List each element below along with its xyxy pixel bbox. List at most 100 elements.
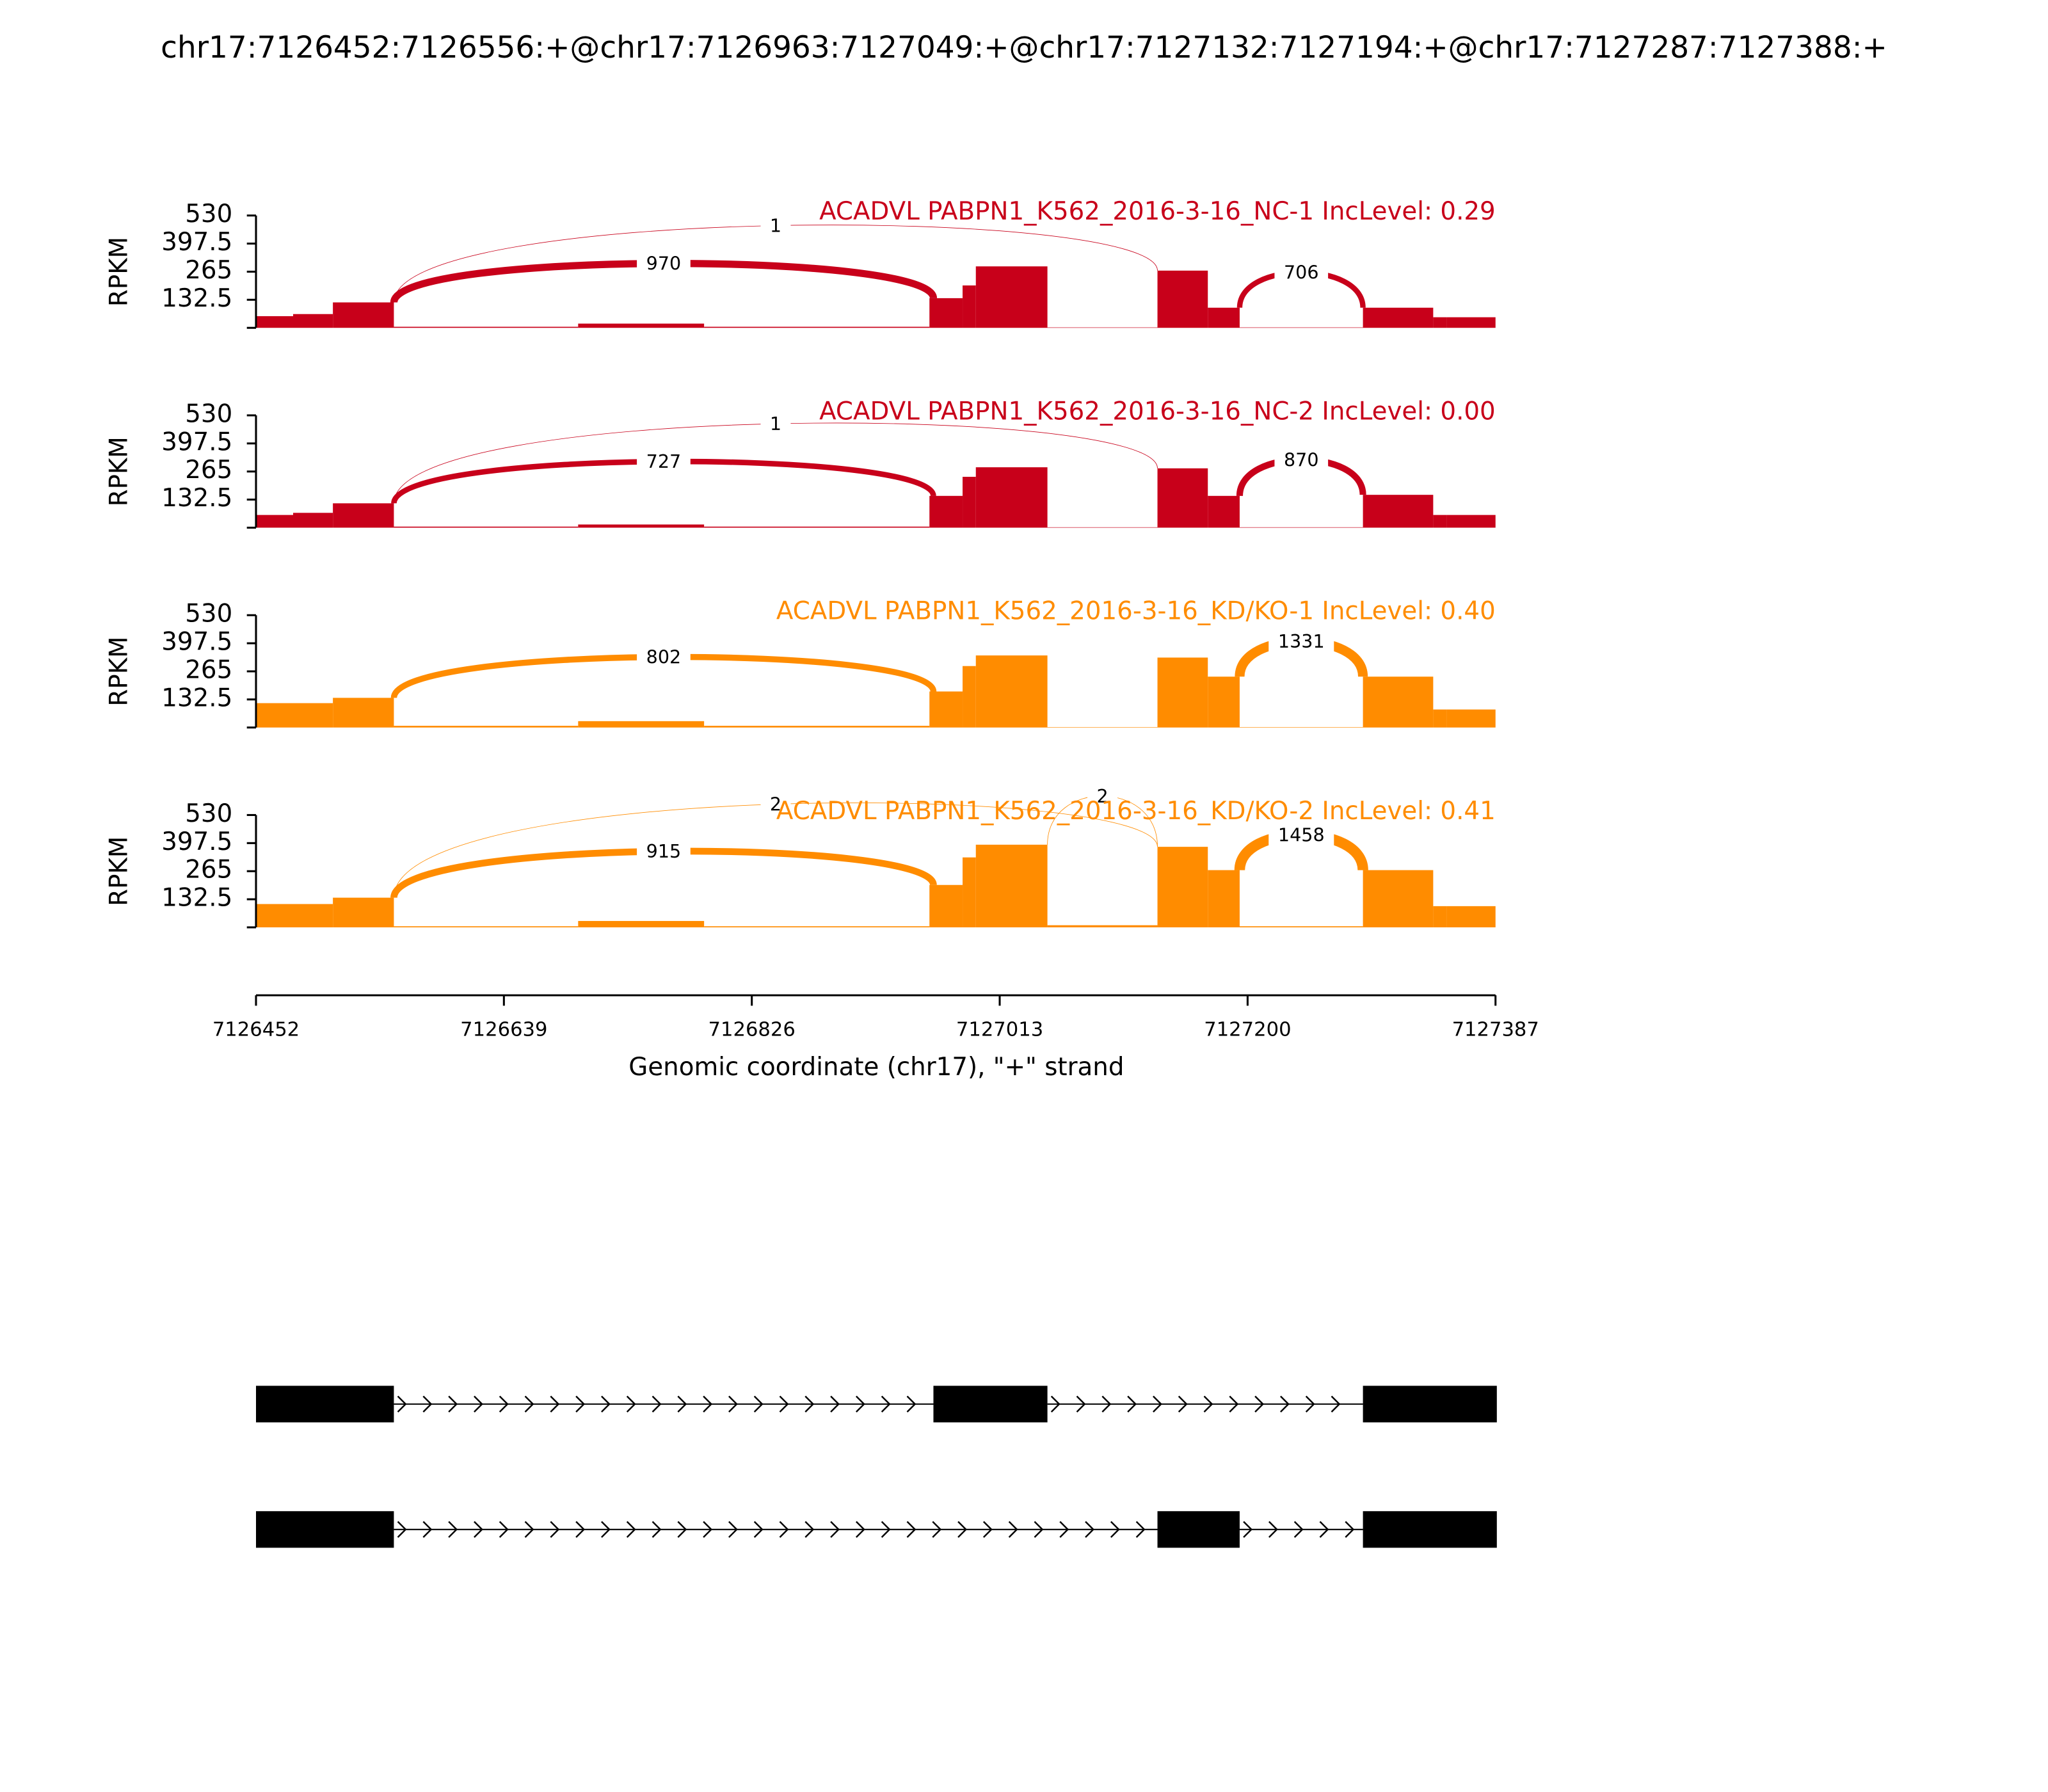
y-tick-label: 397.5 bbox=[161, 828, 232, 856]
coverage-bar bbox=[394, 326, 579, 328]
coverage-bar bbox=[1157, 847, 1208, 927]
strand-chevron bbox=[1345, 1521, 1355, 1538]
coverage-bar bbox=[975, 467, 1048, 528]
coverage-bar bbox=[1433, 515, 1447, 528]
y-tick-label: 397.5 bbox=[161, 228, 232, 257]
strand-chevron bbox=[1085, 1521, 1095, 1538]
strand-chevron bbox=[830, 1395, 840, 1412]
junction-count: 1 bbox=[770, 215, 781, 237]
y-axis-label: RPKM bbox=[104, 836, 133, 906]
strand-chevron bbox=[1050, 1395, 1060, 1412]
strand-chevron bbox=[422, 1395, 433, 1412]
coverage-bar bbox=[1433, 709, 1447, 728]
coverage-bar bbox=[1047, 925, 1158, 927]
coverage-bar bbox=[256, 316, 293, 328]
strand-chevron bbox=[1319, 1521, 1329, 1538]
strand-chevron bbox=[1254, 1395, 1265, 1412]
strand-chevron bbox=[906, 1521, 916, 1538]
strand-chevron bbox=[804, 1395, 815, 1412]
strand-chevron bbox=[881, 1395, 891, 1412]
exon bbox=[256, 1511, 394, 1548]
strand-chevron bbox=[1331, 1395, 1341, 1412]
coverage-bar bbox=[292, 703, 333, 728]
strand-chevron bbox=[626, 1521, 636, 1538]
coverage-bar bbox=[394, 726, 579, 728]
strand-chevron bbox=[1153, 1395, 1162, 1412]
coverage-bar bbox=[1157, 270, 1208, 328]
x-tick-label: 7127200 bbox=[1204, 1019, 1291, 1041]
strand-chevron bbox=[677, 1395, 687, 1412]
junction-label-bg bbox=[1268, 823, 1334, 847]
x-tick-label: 7127387 bbox=[1452, 1019, 1539, 1041]
strand-chevron bbox=[753, 1521, 764, 1538]
coverage-bar bbox=[975, 266, 1048, 328]
coverage-bar bbox=[963, 857, 976, 927]
junction-label-bg bbox=[637, 449, 691, 474]
junction-count: 706 bbox=[1284, 262, 1319, 284]
y-tick-label: 265 bbox=[185, 456, 232, 484]
strand-chevron bbox=[550, 1521, 560, 1538]
y-tick-label: 265 bbox=[185, 655, 232, 684]
exon bbox=[1363, 1386, 1497, 1423]
strand-chevron bbox=[753, 1395, 764, 1412]
strand-chevron bbox=[1008, 1521, 1018, 1538]
junction-label-bg bbox=[760, 792, 791, 816]
strand-chevron bbox=[550, 1395, 560, 1412]
coverage-bar bbox=[704, 526, 930, 528]
coverage-bar bbox=[1446, 709, 1496, 728]
y-axis-label: RPKM bbox=[104, 436, 133, 506]
junction-label-bg bbox=[1274, 260, 1329, 285]
coverage-bar bbox=[704, 726, 930, 728]
strand-chevron bbox=[524, 1521, 534, 1538]
x-tick-label: 7126452 bbox=[212, 1019, 300, 1041]
coverage-bar bbox=[1363, 676, 1434, 728]
strand-chevron bbox=[881, 1521, 891, 1538]
coverage-bar bbox=[333, 302, 394, 328]
junction-label-bg bbox=[1274, 447, 1329, 472]
strand-chevron bbox=[448, 1395, 458, 1412]
coverage-bar bbox=[333, 698, 394, 728]
strand-chevron bbox=[1305, 1395, 1315, 1412]
coverage-bar bbox=[963, 285, 976, 328]
junction-count: 1331 bbox=[1278, 630, 1325, 652]
coverage-bar bbox=[1239, 527, 1363, 528]
coverage-bar bbox=[394, 926, 579, 927]
strand-chevron bbox=[626, 1395, 636, 1412]
junction-label-bg bbox=[637, 645, 691, 669]
strand-chevron bbox=[474, 1395, 483, 1412]
junction-label-bg bbox=[637, 839, 691, 863]
strand-chevron bbox=[856, 1395, 865, 1412]
strand-chevron bbox=[1203, 1395, 1213, 1412]
coverage-bar bbox=[1208, 870, 1240, 927]
coverage-bar bbox=[1433, 906, 1447, 927]
strand-chevron bbox=[1229, 1395, 1239, 1412]
coverage-bar bbox=[292, 314, 333, 328]
coverage-bar bbox=[1446, 906, 1496, 927]
coverage-bar bbox=[333, 897, 394, 927]
coverage-bar bbox=[1157, 468, 1208, 528]
junction-count: 2 bbox=[770, 794, 781, 815]
coverage-bar bbox=[704, 926, 930, 927]
strand-chevron bbox=[1076, 1395, 1086, 1412]
coverage-bar bbox=[578, 524, 705, 528]
junction-label-bg bbox=[1087, 784, 1118, 808]
strand-chevron bbox=[1101, 1395, 1112, 1412]
coverage-bar bbox=[963, 477, 976, 528]
strand-chevron bbox=[779, 1521, 789, 1538]
coverage-bar bbox=[256, 515, 293, 528]
coverage-bar bbox=[1446, 317, 1496, 328]
strand-chevron bbox=[1268, 1521, 1278, 1538]
junction-count: 970 bbox=[646, 253, 682, 275]
panel-title: ACADVL PABPN1_K562_2016-3-16_NC-1 IncLev… bbox=[819, 197, 1496, 226]
coverage-bar bbox=[1363, 870, 1434, 927]
strand-chevron bbox=[397, 1395, 407, 1412]
coverage-bar bbox=[1239, 727, 1363, 728]
exon bbox=[1157, 1511, 1240, 1548]
strand-chevron bbox=[397, 1521, 407, 1538]
strand-chevron bbox=[1178, 1395, 1188, 1412]
y-tick-label: 132.5 bbox=[161, 884, 232, 913]
junction-label-bg bbox=[1268, 629, 1334, 653]
strand-chevron bbox=[856, 1521, 865, 1538]
strand-chevron bbox=[1280, 1395, 1290, 1412]
